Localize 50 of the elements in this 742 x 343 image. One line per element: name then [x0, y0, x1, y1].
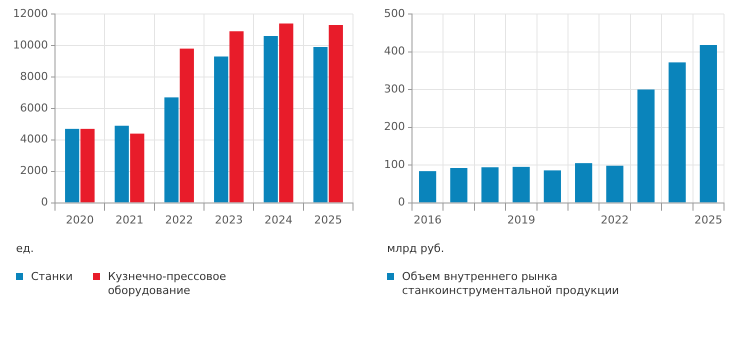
y-tick-label: 0 — [398, 196, 405, 209]
legend-label: Объем внутреннего рынка станкоинструментальной продукции — [402, 270, 620, 298]
bar — [700, 44, 717, 202]
bar — [80, 128, 95, 202]
x-tick-label: 2025 — [314, 213, 342, 226]
x-tick-label: 2020 — [66, 213, 94, 226]
legend-label: Кузнечно-прессовое оборудование — [108, 270, 228, 298]
y-tick-label: 100 — [384, 158, 405, 171]
bar — [606, 166, 624, 202]
y-tick-label: 8000 — [20, 70, 48, 83]
y-tick-label: 0 — [40, 196, 48, 209]
x-tick-label: 2021 — [115, 213, 144, 226]
bar — [637, 90, 655, 202]
y-tick-label: 300 — [384, 82, 405, 96]
y-axis-title: ед. — [16, 242, 35, 256]
bar — [214, 56, 228, 202]
bar — [328, 25, 343, 202]
bar — [114, 126, 129, 202]
bar — [450, 168, 468, 202]
bar — [164, 97, 179, 202]
bar — [512, 166, 530, 202]
bar — [575, 163, 592, 202]
bar — [130, 134, 144, 202]
y-axis-title: млрд руб. — [387, 242, 446, 256]
x-tick-label: 2016 — [414, 213, 442, 226]
y-tick-label: 4000 — [20, 132, 48, 146]
y-tick-label: 400 — [384, 44, 405, 58]
y-tick-label: 12000 — [12, 6, 48, 20]
bar — [264, 36, 278, 202]
legend-label: Станки — [31, 270, 73, 284]
y-tick-label: 10000 — [12, 38, 48, 52]
x-tick-label: 2023 — [214, 213, 243, 226]
x-tick-label: 2019 — [507, 213, 536, 226]
y-tick-label: 500 — [384, 6, 405, 20]
x-tick-label: 2025 — [694, 213, 722, 226]
bar — [419, 171, 436, 202]
bar — [229, 31, 244, 202]
y-tick-label: 2000 — [20, 164, 48, 178]
bar — [279, 23, 294, 202]
bar — [481, 167, 499, 202]
bar — [65, 128, 80, 202]
bar — [180, 48, 194, 202]
y-tick-label: 200 — [384, 120, 405, 134]
bar — [313, 47, 328, 202]
x-tick-label: 2022 — [600, 213, 629, 226]
bar — [544, 170, 561, 202]
y-tick-label: 6000 — [20, 101, 48, 114]
x-tick-label: 2024 — [264, 213, 292, 226]
x-tick-label: 2022 — [165, 213, 194, 226]
bar — [668, 62, 686, 202]
